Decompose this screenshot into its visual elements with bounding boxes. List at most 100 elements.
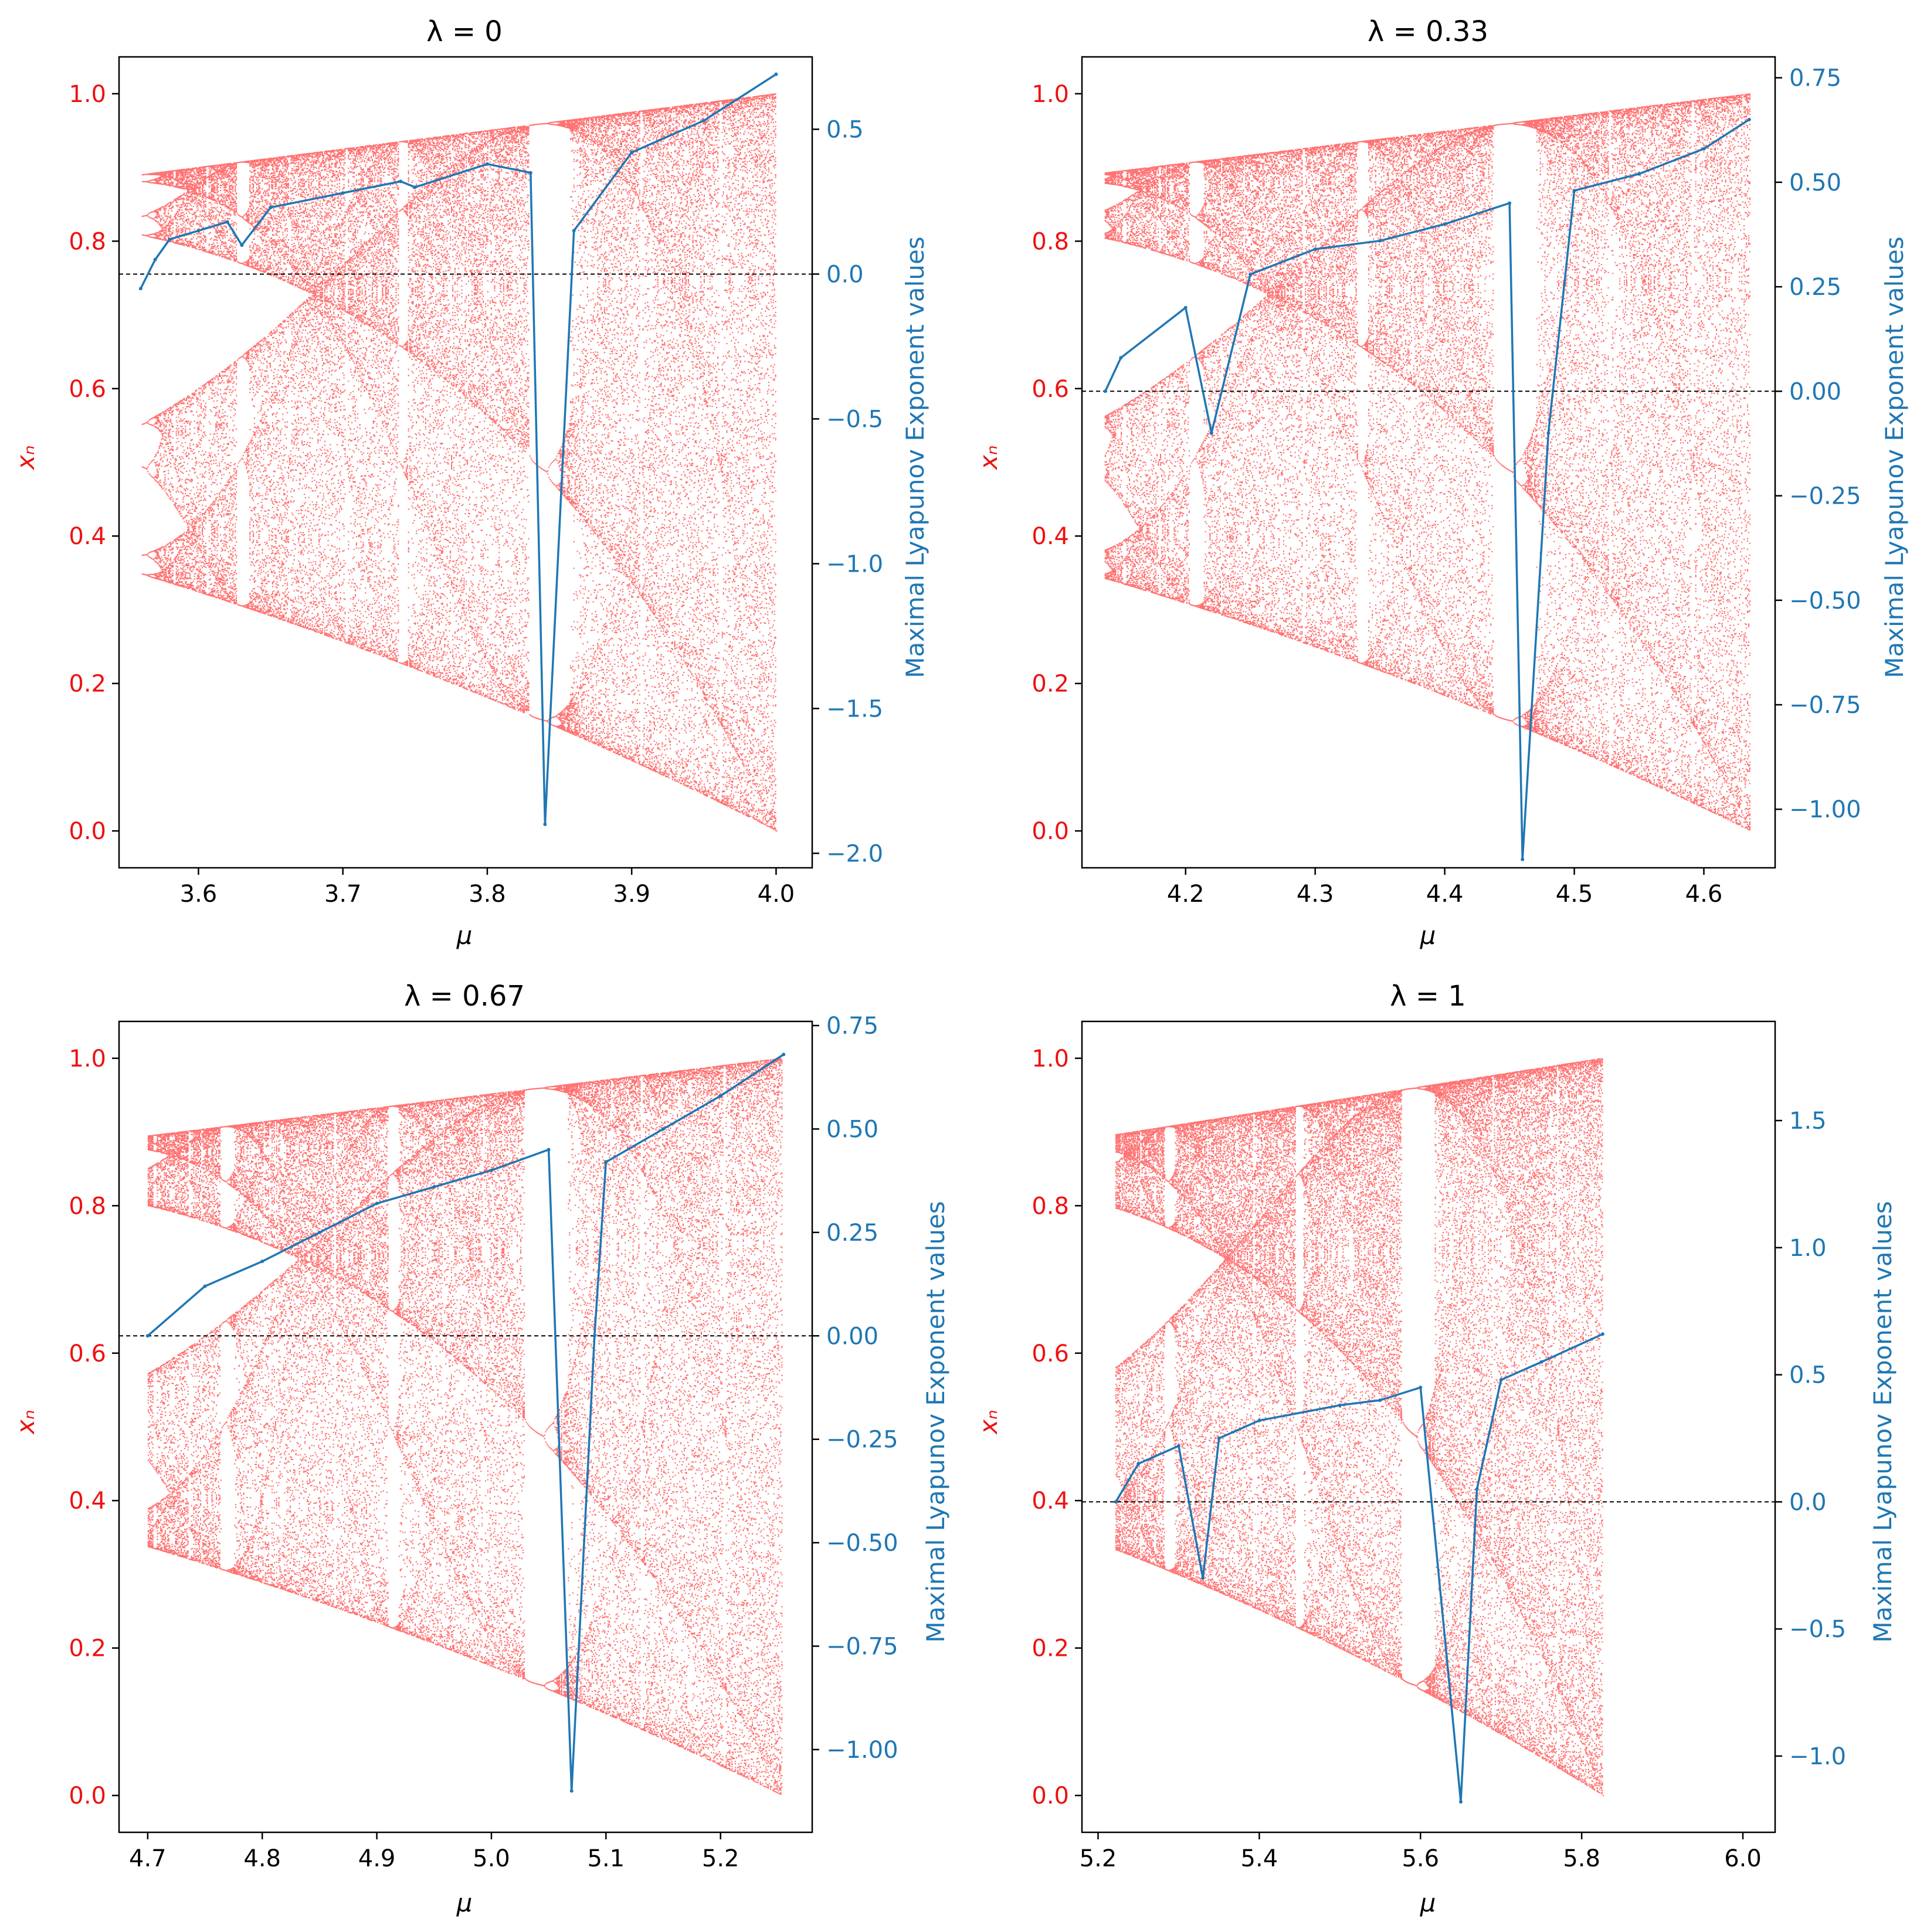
right-y-tick-label: −0.5: [1789, 1616, 1846, 1643]
x-axis-label: μ: [1420, 1889, 1436, 1917]
right-y-tick-label: −0.75: [1789, 692, 1861, 719]
x-tick-label: 4.4: [1426, 881, 1464, 908]
lyapunov-point: [782, 1052, 785, 1056]
lyapunov-point: [547, 1148, 551, 1152]
left-y-axis-label: xₙ: [974, 445, 1003, 471]
lyapunov-point: [146, 1334, 150, 1337]
lyapunov-point: [318, 1231, 321, 1234]
left-y-tick-label: 0.6: [1032, 376, 1069, 403]
lyapunov-point: [1114, 1500, 1118, 1503]
lyapunov-point: [1249, 273, 1252, 276]
lyapunov-point: [240, 243, 243, 247]
lyapunov-point: [196, 229, 200, 232]
x-tick-label: 4.6: [1685, 881, 1723, 908]
x-tick-label: 4.0: [758, 881, 795, 908]
right-y-tick-label: 1.0: [1789, 1235, 1827, 1262]
x-tick-label: 4.3: [1297, 881, 1334, 908]
left-y-tick-label: 0.2: [1032, 1635, 1069, 1662]
right-y-tick-label: −1.00: [1789, 796, 1861, 823]
right-y-tick-label: 0.50: [826, 1116, 878, 1143]
right-y-tick-label: 0.25: [1789, 274, 1841, 301]
right-y-tick-label: 0.75: [826, 1013, 878, 1040]
right-y-tick-label: −1.5: [826, 695, 883, 722]
lyapunov-point: [490, 1169, 493, 1172]
x-tick-label: 4.8: [243, 1845, 281, 1872]
right-y-tick-label: −0.5: [826, 406, 883, 433]
lyapunov-point: [1136, 1462, 1140, 1465]
lyapunov-point: [341, 191, 345, 195]
lyapunov-point: [572, 229, 576, 232]
left-y-tick-label: 0.2: [1032, 671, 1069, 698]
left-y-tick-label: 0.0: [1032, 1782, 1069, 1809]
left-y-tick-label: 0.4: [1032, 1488, 1069, 1515]
left-y-tick-label: 0.8: [69, 1193, 106, 1220]
x-tick-label: 3.9: [613, 881, 650, 908]
left-y-tick-label: 0.8: [1032, 228, 1069, 255]
lyapunov-point: [1748, 118, 1751, 121]
lyapunov-point: [260, 1259, 264, 1263]
x-tick-label: 4.9: [358, 1845, 396, 1872]
x-tick-label: 5.8: [1563, 1845, 1600, 1872]
subplot-title: λ = 0.33: [1368, 15, 1488, 48]
lyapunov-point: [1443, 222, 1447, 226]
right-y-tick-label: −0.50: [826, 1530, 898, 1557]
right-y-tick-label: −0.25: [826, 1427, 898, 1454]
lyapunov-point: [1601, 1332, 1604, 1336]
lyapunov-point: [1104, 389, 1107, 393]
left-y-tick-label: 1.0: [1032, 1045, 1069, 1072]
right-y-tick-label: 0.0: [1789, 1489, 1827, 1516]
lyapunov-point: [570, 1789, 574, 1792]
lyapunov-point: [139, 287, 143, 290]
lyapunov-point: [604, 1160, 608, 1164]
right-y-tick-label: −1.0: [826, 551, 883, 578]
right-y-tick-label: 0.50: [1789, 169, 1841, 196]
right-y-tick-label: 0.25: [826, 1220, 878, 1247]
lyapunov-point: [226, 220, 229, 224]
lyapunov-point: [1419, 1386, 1422, 1389]
subplot-title: λ = 0: [426, 15, 503, 48]
left-y-tick-label: 0.6: [69, 376, 106, 403]
right-y-tick-label: 1.5: [1789, 1108, 1827, 1135]
left-y-tick-label: 0.4: [69, 1488, 106, 1515]
right-y-tick-label: −1.00: [826, 1737, 898, 1764]
left-y-tick-label: 0.6: [1032, 1340, 1069, 1367]
lyapunov-point: [399, 179, 402, 183]
lyapunov-point: [1702, 147, 1706, 151]
lyapunov-point: [269, 206, 273, 209]
subplot-title: λ = 1: [1390, 980, 1466, 1013]
x-tick-label: 5.2: [702, 1845, 739, 1872]
x-tick-label: 4.2: [1167, 881, 1205, 908]
x-tick-label: 5.1: [588, 1845, 625, 1872]
x-tick-label: 4.5: [1556, 881, 1593, 908]
lyapunov-point: [630, 151, 633, 154]
lyapunov-point: [1521, 858, 1524, 861]
lyapunov-point: [1539, 1360, 1543, 1364]
lyapunov-point: [719, 1094, 722, 1098]
right-y-axis-label: Maximal Lyapunov Exponent values: [1880, 236, 1909, 678]
x-tick-label: 5.4: [1241, 1845, 1278, 1872]
lyapunov-point: [203, 1285, 207, 1288]
left-y-axis-label: xₙ: [11, 445, 40, 471]
lyapunov-point: [1184, 306, 1188, 310]
x-tick-label: 3.6: [180, 881, 218, 908]
right-y-axis-label: Maximal Lyapunov Exponent values: [1868, 1201, 1897, 1642]
right-y-tick-label: −2.0: [826, 840, 883, 867]
lyapunov-point: [1637, 172, 1641, 176]
right-y-tick-label: 0.00: [1789, 378, 1841, 405]
left-y-tick-label: 0.2: [69, 671, 106, 698]
right-y-tick-label: 0.0: [826, 261, 864, 288]
right-y-tick-label: 0.75: [1789, 65, 1841, 92]
right-y-tick-label: 0.5: [1789, 1362, 1827, 1389]
lyapunov-point: [486, 162, 489, 166]
lyapunov-point: [661, 1128, 665, 1131]
left-y-tick-label: 0.2: [69, 1635, 106, 1662]
x-tick-label: 6.0: [1724, 1845, 1762, 1872]
right-y-tick-label: −0.50: [1789, 588, 1861, 614]
x-axis-label: μ: [456, 1889, 473, 1917]
right-y-tick-label: −0.25: [1789, 483, 1861, 510]
left-y-axis-label: xₙ: [11, 1410, 40, 1435]
left-y-tick-label: 1.0: [69, 81, 106, 108]
lyapunov-point: [1546, 432, 1550, 435]
left-y-tick-label: 0.8: [69, 228, 106, 255]
